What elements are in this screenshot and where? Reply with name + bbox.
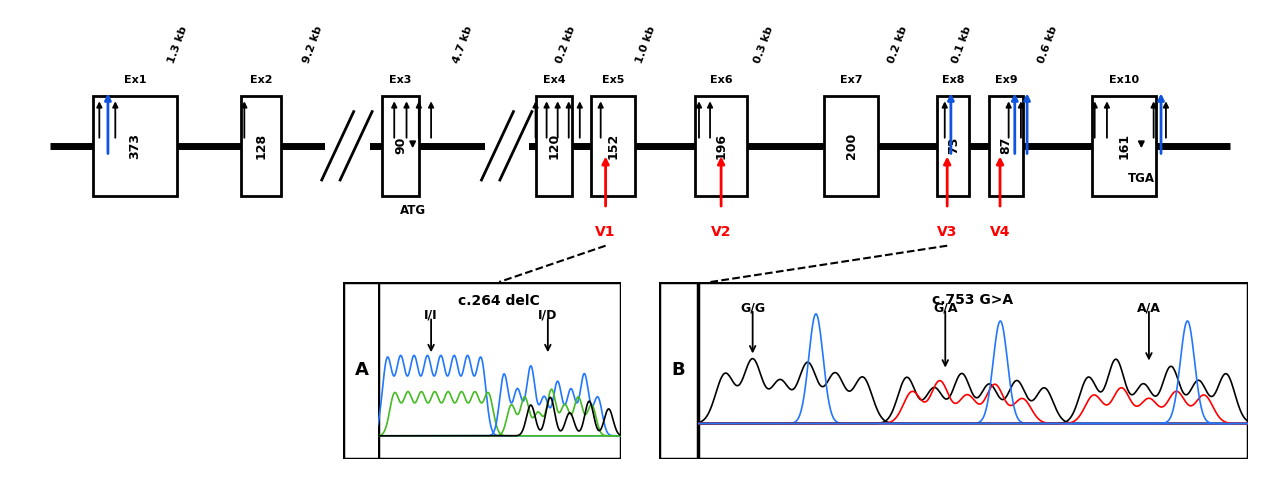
Text: Ex9: Ex9: [995, 76, 1018, 86]
Text: 200: 200: [845, 133, 858, 159]
Text: 0.2 kb: 0.2 kb: [556, 24, 577, 65]
Text: Ex1: Ex1: [124, 76, 146, 86]
Text: 0.1 kb: 0.1 kb: [951, 24, 973, 65]
Text: TGA: TGA: [1128, 172, 1155, 185]
Text: Ex2: Ex2: [250, 76, 273, 86]
Bar: [937, 96, 969, 196]
Bar: [695, 96, 748, 196]
Text: c.753 G>A: c.753 G>A: [932, 293, 1014, 306]
Text: 1.0 kb: 1.0 kb: [635, 24, 658, 65]
Text: Ex5: Ex5: [602, 76, 625, 86]
Text: 9.2 kb: 9.2 kb: [302, 24, 325, 65]
Text: 128: 128: [255, 133, 268, 159]
Text: 90: 90: [394, 137, 407, 154]
Bar: [535, 96, 572, 196]
Text: 87: 87: [1000, 137, 1012, 154]
Text: Ex8: Ex8: [942, 76, 965, 86]
Bar: [381, 96, 419, 196]
Bar: [1092, 96, 1156, 196]
Text: ATG: ATG: [399, 204, 426, 217]
Bar: [241, 96, 282, 196]
Text: Ex7: Ex7: [840, 76, 863, 86]
Text: Ex3: Ex3: [389, 76, 412, 86]
Text: 4.7 kb: 4.7 kb: [452, 24, 475, 65]
Text: 1.3 kb: 1.3 kb: [166, 24, 189, 65]
Text: B: B: [672, 361, 685, 380]
Text: 373: 373: [128, 133, 142, 159]
Text: V4: V4: [989, 225, 1010, 239]
Text: 0.6 kb: 0.6 kb: [1037, 24, 1060, 65]
Text: 0.2 kb: 0.2 kb: [887, 24, 909, 65]
Text: 161: 161: [1117, 133, 1130, 159]
Text: 120: 120: [548, 133, 561, 159]
Text: V3: V3: [937, 225, 957, 239]
Bar: [485, 107, 530, 185]
Bar: [325, 107, 370, 185]
Text: G/G: G/G: [740, 302, 765, 315]
Text: I/I: I/I: [424, 309, 438, 322]
Text: A: A: [356, 361, 369, 380]
Text: Ex6: Ex6: [710, 76, 732, 86]
Text: Ex4: Ex4: [543, 76, 566, 86]
Text: A/A: A/A: [1137, 302, 1161, 315]
Text: 0.3 kb: 0.3 kb: [753, 24, 776, 65]
Text: 152: 152: [607, 133, 620, 159]
Bar: [591, 96, 635, 196]
Bar: [824, 96, 878, 196]
Text: 73: 73: [947, 137, 960, 154]
Text: G/A: G/A: [933, 302, 957, 315]
Bar: [989, 96, 1024, 196]
Text: 196: 196: [714, 133, 727, 159]
Text: Ex10: Ex10: [1108, 76, 1139, 86]
Text: V2: V2: [710, 225, 731, 239]
Bar: [93, 96, 177, 196]
Text: V1: V1: [595, 225, 616, 239]
Text: I/D: I/D: [538, 309, 558, 322]
Text: c.264 delC: c.264 delC: [458, 293, 540, 307]
